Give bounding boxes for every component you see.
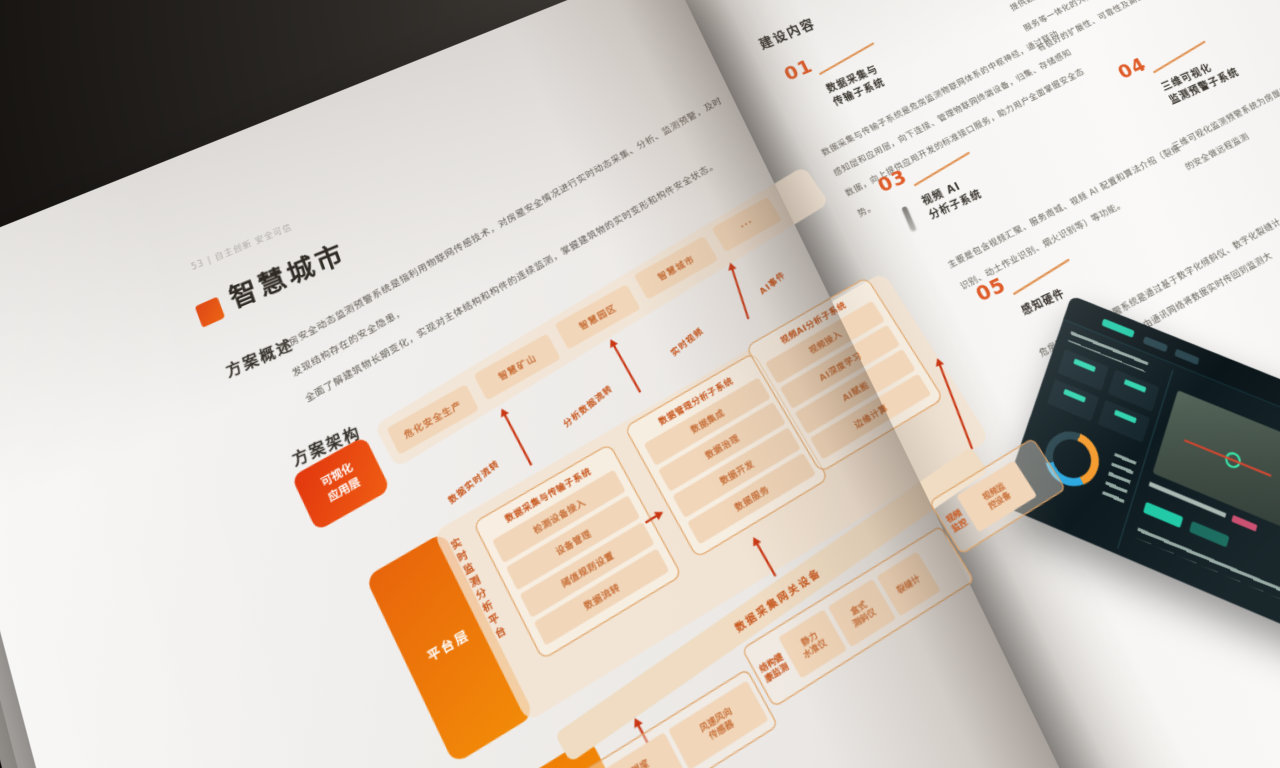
right-page-title: 建设内容	[757, 16, 819, 52]
flow-label-analysis-data: 分析数据流转	[561, 383, 615, 430]
dashboard-footer-row	[1135, 527, 1280, 623]
dashboard-stat-tile	[1107, 369, 1160, 412]
section-05-title: 感知硬件	[1019, 288, 1068, 318]
dashboard-video-caption	[1148, 481, 1227, 518]
dashboard-video-tag	[1231, 514, 1258, 532]
section-01-title: 数据采集与 传输子系统	[825, 64, 888, 109]
dashboard-stat-tile	[1097, 399, 1151, 443]
dashboard-panel-title	[1067, 331, 1149, 373]
dashboard-video-crackline	[1184, 439, 1272, 477]
flow-label-ai-event: AI事件	[757, 269, 788, 297]
dashboard-legend	[1100, 452, 1137, 509]
dashboard-stat-tile	[1046, 378, 1100, 422]
dashboard-button	[1188, 520, 1230, 548]
binding-staple	[901, 206, 917, 231]
arrow-up-icon	[726, 261, 752, 320]
section-01-number: 01	[780, 55, 817, 86]
dashboard-button	[1142, 501, 1184, 528]
dashboard-divider	[1117, 369, 1174, 549]
dashboard-nav-tab	[1174, 348, 1200, 366]
arrow-up-icon	[497, 406, 536, 467]
dashboard-stat-tile	[1057, 348, 1110, 391]
flow-label-live-video: 实时视频	[668, 326, 706, 359]
dashboard-nav-tab-active	[1101, 318, 1135, 338]
dashboard-video-feed	[1152, 390, 1280, 530]
title-square-icon	[194, 296, 226, 328]
arrow-up-icon	[606, 337, 644, 394]
section-04-number: 04	[1114, 53, 1151, 84]
dashboard-video-marker	[1223, 449, 1243, 471]
section-02-body-partial: 提供数据采集、 服务等一体化的大数据平台 有极好的扩展性、可靠性及高速的数据	[1009, 0, 1170, 55]
sensor-group-label: 结构健 康监测	[757, 651, 791, 685]
dashboard-nav-tab	[1142, 336, 1169, 353]
sensor-box: 风速风向 传感器	[668, 680, 769, 768]
